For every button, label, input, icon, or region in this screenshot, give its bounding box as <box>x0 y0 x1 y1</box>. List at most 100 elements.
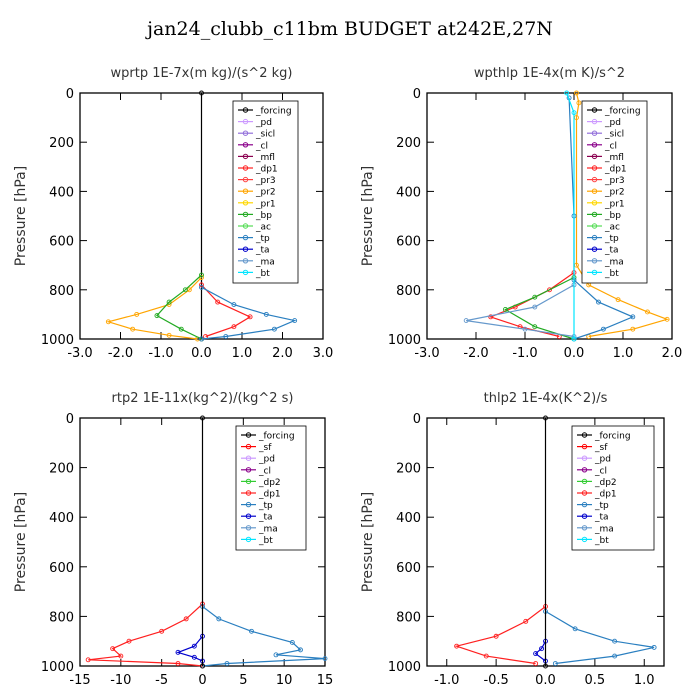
x-tick-label: -15 <box>69 673 90 688</box>
legend-marker <box>591 223 598 229</box>
legend-marker <box>591 142 598 148</box>
x-tick-label: 1.0 <box>634 673 655 688</box>
x-tick-label: 2.0 <box>662 346 683 361</box>
series-point-tp <box>651 644 657 650</box>
series-point-dp1 <box>247 314 253 320</box>
legend-entry: _cl <box>258 466 271 476</box>
chart-panel-4: thlp2 1E-4x(K^2)/s Pressure [hPa] -1.0 -0.5… <box>360 391 665 688</box>
x-tick-label: -1.0 <box>512 346 537 361</box>
x-tick-label: -3.0 <box>414 346 439 361</box>
legend-entry: _ta <box>255 246 270 256</box>
legend-marker <box>242 107 249 113</box>
x-tick-label: 0.0 <box>535 673 556 688</box>
x-tick-label: 10 <box>276 673 293 688</box>
legend-marker <box>242 246 249 252</box>
legend-entry: _dp1 <box>604 165 627 175</box>
series-point-pr2 <box>574 90 579 96</box>
legend-marker <box>591 107 598 113</box>
series-point-dp1 <box>533 661 539 666</box>
legend-entry: _tp <box>255 234 270 244</box>
legend-entry: _pd <box>594 455 611 465</box>
legend-marker <box>581 478 588 485</box>
series-point-ta <box>191 643 197 649</box>
series-point-dp1 <box>547 287 552 293</box>
series-point-tp <box>292 318 298 323</box>
legend-entry: _tp <box>604 234 619 244</box>
legend-entry: _forcing <box>255 107 292 117</box>
x-tick-label: 15 <box>317 673 334 688</box>
legend-marker <box>245 525 252 531</box>
legend-marker <box>242 223 249 229</box>
y-tick-label: 1000 <box>388 660 421 675</box>
legend-entry: _mfl <box>255 153 275 163</box>
series-line-tp <box>201 286 297 340</box>
legend-marker <box>581 455 588 461</box>
x-tick-label: 5 <box>239 673 247 688</box>
legend-marker <box>591 269 598 276</box>
legend-marker <box>245 443 252 450</box>
legend-entry: _ma <box>258 524 278 534</box>
series-point-tp <box>572 626 578 632</box>
legend-marker <box>591 165 598 171</box>
x-tick-label: -2.0 <box>463 346 488 361</box>
y-axis-label: Pressure [hPa] <box>13 166 29 266</box>
series-line-ta <box>176 635 203 662</box>
legend-marker <box>242 165 249 171</box>
series-point-pr2 <box>134 311 140 317</box>
series-point-dp1 <box>110 646 116 652</box>
legend-marker <box>581 490 588 496</box>
legend-marker <box>245 490 252 496</box>
legend-entry: _bt <box>255 269 270 279</box>
y-axis-label: Pressure [hPa] <box>360 166 376 266</box>
x-tick-label: -10 <box>110 673 131 688</box>
series-point-dp1 <box>493 633 499 639</box>
series-point-dp1 <box>483 653 489 659</box>
y-tick-label: 800 <box>49 610 74 625</box>
series-line-ta <box>534 640 547 662</box>
legend-marker <box>245 478 252 485</box>
series-line-dp1 <box>88 603 203 667</box>
x-tick-label: -0.5 <box>483 673 508 688</box>
series-point-dp1 <box>175 661 181 666</box>
series-point-pr2 <box>105 319 111 325</box>
legend-marker <box>245 513 252 519</box>
legend-entry: _sicl <box>604 130 624 140</box>
series-point-tp <box>630 314 636 320</box>
y-axis-label: Pressure [hPa] <box>360 492 376 592</box>
legend-marker <box>242 258 249 264</box>
y-tick-label: 800 <box>396 610 421 625</box>
figure-title: jan24_clubb_c11bm BUDGET at242E,27N <box>147 18 553 40</box>
series-point-dp1 <box>231 324 237 330</box>
legend-entry: _ma <box>255 257 275 267</box>
legend-marker <box>591 176 598 183</box>
legend-marker <box>245 455 252 461</box>
legend-marker <box>591 188 598 194</box>
y-tick-label: 200 <box>396 136 421 151</box>
series-point-forcing <box>199 90 204 96</box>
legend-marker <box>591 118 598 125</box>
legend-entry: _tp <box>594 501 609 511</box>
series-point-bp <box>154 313 160 319</box>
x-tick-label: 0.0 <box>191 346 212 361</box>
legend-entry: _cl <box>255 141 268 151</box>
y-tick-label: 0 <box>66 87 74 102</box>
chart-panel-3: rtp2 1E-11x(kg^2)/(kg^2 s) Pressure [hPa]… <box>13 391 333 688</box>
series-point-dp1 <box>199 282 204 288</box>
y-tick-label: 0 <box>413 412 421 427</box>
legend-entry: _ac <box>255 223 271 233</box>
legend-marker <box>245 467 252 473</box>
series-point-tp <box>271 326 277 332</box>
series-point-bp <box>532 324 538 330</box>
x-tick-label: 0.0 <box>564 346 585 361</box>
legend-entry: _pd <box>604 118 621 128</box>
series-point-bp <box>502 307 508 312</box>
y-tick-label: 600 <box>396 561 421 576</box>
y-tick-label: 0 <box>413 87 421 102</box>
legend-marker <box>242 153 249 160</box>
series-line-pr2 <box>575 92 670 338</box>
series-point-tp <box>199 336 204 342</box>
series-line-tp <box>545 610 655 665</box>
legend-marker <box>245 536 252 543</box>
series-point-ta <box>191 654 197 660</box>
